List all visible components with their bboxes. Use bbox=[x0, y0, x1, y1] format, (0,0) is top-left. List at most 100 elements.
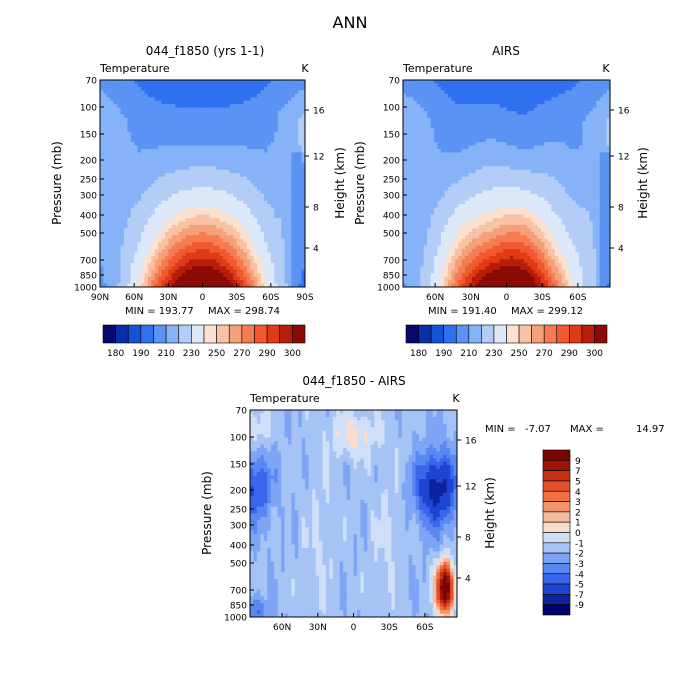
contour-cell bbox=[106, 155, 111, 160]
contour-cell bbox=[281, 176, 286, 181]
contour-cell bbox=[205, 218, 210, 223]
contour-cell bbox=[253, 218, 258, 223]
contour-cell bbox=[195, 190, 200, 195]
contour-cell bbox=[257, 211, 262, 216]
contour-cell bbox=[277, 138, 282, 143]
contour-cell bbox=[123, 190, 128, 195]
contour-cell bbox=[182, 159, 187, 164]
contour-cell bbox=[489, 131, 494, 136]
contour-cell bbox=[561, 142, 566, 147]
contour-cell bbox=[246, 218, 251, 223]
contour-cell bbox=[106, 207, 111, 212]
contour-cell bbox=[199, 276, 204, 281]
contour-cell bbox=[416, 104, 421, 109]
contour-cell bbox=[236, 90, 241, 95]
contour-cell bbox=[175, 93, 180, 98]
contour-cell bbox=[264, 193, 269, 198]
contour-cell bbox=[246, 142, 251, 147]
contour-cell bbox=[175, 231, 180, 236]
contour-cell bbox=[205, 173, 210, 178]
contour-cell bbox=[274, 255, 279, 260]
contour-cell bbox=[130, 100, 135, 105]
contour-cell bbox=[137, 197, 142, 202]
contour-cell bbox=[485, 93, 490, 98]
contour-cell bbox=[503, 114, 508, 119]
contour-cell bbox=[291, 104, 296, 109]
contour-cell bbox=[236, 238, 241, 243]
contour-cell bbox=[236, 124, 241, 129]
contour-cell bbox=[257, 231, 262, 236]
contour-cell bbox=[113, 204, 118, 209]
contour-cell bbox=[246, 255, 251, 260]
contour-cell bbox=[171, 114, 176, 119]
contour-cell bbox=[534, 124, 539, 129]
contour-cell bbox=[161, 145, 166, 150]
contour-cell bbox=[492, 86, 497, 91]
contour-cell bbox=[106, 149, 111, 154]
contour-cell bbox=[582, 128, 587, 133]
contour-cell bbox=[270, 228, 275, 233]
contour-cell bbox=[141, 131, 146, 136]
contour-cell bbox=[164, 117, 169, 122]
contour-cell bbox=[264, 214, 269, 219]
contour-cell bbox=[151, 128, 156, 133]
contour-cell bbox=[568, 93, 573, 98]
contour-cell bbox=[219, 159, 224, 164]
contour-cell bbox=[229, 149, 234, 154]
contour-cell bbox=[513, 107, 518, 112]
contour-cell bbox=[103, 128, 108, 133]
contour-cell bbox=[447, 138, 452, 143]
contour-cell bbox=[161, 249, 166, 254]
contour-cell bbox=[168, 242, 173, 247]
contour-cell bbox=[413, 145, 418, 150]
contour-cell bbox=[113, 183, 118, 188]
contour-cell bbox=[141, 169, 146, 174]
contour-cell bbox=[451, 93, 456, 98]
contour-cell bbox=[113, 86, 118, 91]
contour-cell bbox=[447, 111, 452, 116]
contour-cell bbox=[572, 93, 577, 98]
contour-cell bbox=[134, 128, 139, 133]
contour-cell bbox=[257, 83, 262, 88]
contour-cell bbox=[478, 114, 483, 119]
contour-cell bbox=[260, 128, 265, 133]
contour-cell bbox=[298, 200, 303, 205]
contour-cell bbox=[147, 283, 152, 287]
contour-cell bbox=[287, 259, 292, 264]
contour-cell bbox=[468, 124, 473, 129]
contour-cell bbox=[465, 104, 470, 109]
contour-cell bbox=[117, 83, 122, 88]
contour-cell bbox=[147, 197, 152, 202]
contour-cell bbox=[281, 100, 286, 105]
contour-cell bbox=[294, 231, 299, 236]
contour-cell bbox=[423, 104, 428, 109]
contour-cell bbox=[565, 138, 570, 143]
contour-cell bbox=[253, 211, 258, 216]
contour-cell bbox=[192, 224, 197, 229]
contour-cell bbox=[209, 238, 214, 243]
contour-cell bbox=[233, 124, 238, 129]
contour-cell bbox=[257, 255, 262, 260]
contour-cell bbox=[447, 117, 452, 122]
contour-cell bbox=[205, 221, 210, 226]
contour-cell bbox=[216, 173, 221, 178]
contour-cell bbox=[291, 180, 296, 185]
contour-cell bbox=[301, 86, 305, 91]
contour-cell bbox=[117, 97, 122, 102]
contour-cell bbox=[270, 149, 275, 154]
height-tick-label: 12 bbox=[313, 152, 324, 162]
contour-cell bbox=[561, 152, 566, 157]
contour-cell bbox=[158, 190, 163, 195]
contour-cell bbox=[137, 131, 142, 136]
contour-cell bbox=[403, 97, 408, 102]
contour-cell bbox=[130, 104, 135, 109]
contour-cell bbox=[103, 111, 108, 116]
contour-cell bbox=[164, 280, 169, 285]
contour-cell bbox=[291, 83, 296, 88]
contour-cell bbox=[233, 166, 238, 171]
contour-cell bbox=[182, 242, 187, 247]
contour-cell bbox=[260, 135, 265, 140]
contour-cell bbox=[226, 135, 231, 140]
colorbar-label: 300 bbox=[284, 349, 301, 359]
contour-cell bbox=[130, 228, 135, 233]
